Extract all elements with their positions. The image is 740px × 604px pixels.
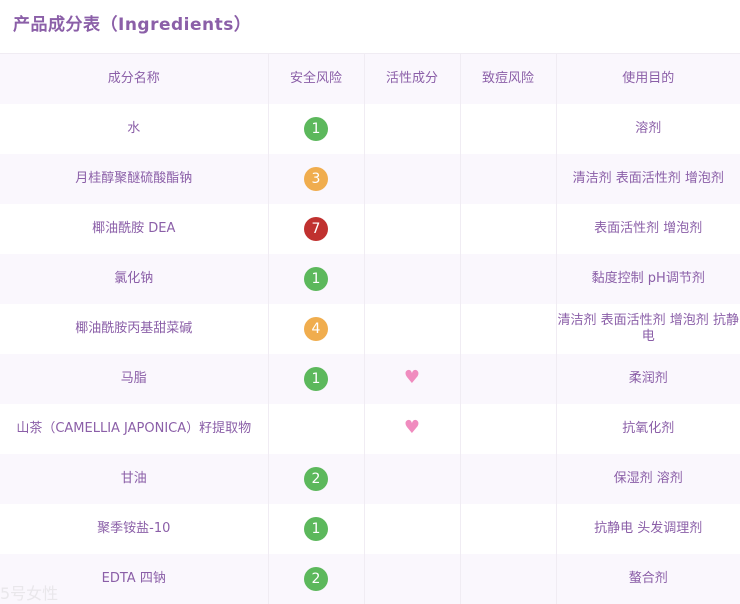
- table-row: 椰油酰胺丙基甜菜碱 4 清洁剂 表面活性剂 增泡剂 抗静电: [0, 303, 740, 354]
- acne-risk-cell: [460, 103, 557, 154]
- risk-badge: 1: [304, 266, 328, 291]
- ingredient-name[interactable]: 椰油酰胺 DEA: [0, 203, 269, 254]
- ingredient-name[interactable]: 氯化钠: [0, 253, 269, 304]
- acne-risk-cell: [460, 503, 557, 554]
- heart-icon: ♥: [403, 366, 421, 388]
- active-cell: [364, 253, 461, 304]
- purpose-cell: 清洁剂 表面活性剂 增泡剂: [572, 170, 724, 186]
- purpose-cell: 清洁剂 表面活性剂 增泡剂 抗静电: [557, 312, 739, 344]
- table-row: 月桂醇聚醚硫酸酯钠 3 清洁剂 表面活性剂 增泡剂: [0, 153, 740, 204]
- active-cell: [364, 553, 461, 604]
- ingredient-name[interactable]: 山茶（CAMELLIA JAPONICA）籽提取物: [0, 403, 269, 454]
- safety-risk-cell: 1: [268, 353, 365, 404]
- risk-badge: 3: [304, 166, 328, 191]
- page-title: 产品成分表（Ingredients）: [13, 15, 252, 35]
- acne-risk-cell: [460, 253, 557, 304]
- col-purpose: 使用目的: [622, 70, 675, 86]
- table-row: 椰油酰胺 DEA 7 表面活性剂 增泡剂: [0, 203, 740, 254]
- purpose-cell: 抗静电 头发调理剂: [594, 520, 703, 536]
- table-row: 氯化钠 1 黏度控制 pH调节剂: [0, 253, 740, 304]
- ingredients-table: 成分名称 安全风险 活性成分 致痘风险 使用目的 水 1 溶剂 月桂醇聚醚硫酸酯钠…: [0, 53, 740, 604]
- safety-risk-cell: 4: [268, 303, 365, 354]
- risk-badge: 7: [304, 216, 328, 241]
- ingredient-name[interactable]: 聚季铵盐-10: [0, 503, 269, 554]
- active-cell: [364, 103, 461, 154]
- col-safety-risk: 安全风险: [268, 53, 365, 104]
- safety-risk-cell: 2: [268, 453, 365, 504]
- safety-risk-cell: 1: [268, 103, 365, 154]
- safety-risk-cell: 2: [268, 553, 365, 604]
- ingredient-name[interactable]: 月桂醇聚醚硫酸酯钠: [0, 153, 269, 204]
- safety-risk-cell: 1: [268, 503, 365, 554]
- acne-risk-cell: [460, 453, 557, 504]
- acne-risk-cell: [460, 403, 557, 454]
- watermark: 5号女性: [0, 584, 59, 603]
- safety-risk-cell: 3: [268, 153, 365, 204]
- acne-risk-cell: [460, 353, 557, 404]
- safety-risk-cell: 1: [268, 253, 365, 304]
- purpose-cell: 抗氧化剂: [622, 420, 675, 436]
- purpose-cell: 螯合剂: [628, 570, 668, 586]
- acne-risk-cell: [460, 303, 557, 354]
- risk-badge: 4: [304, 316, 328, 341]
- col-name: 成分名称: [0, 53, 269, 104]
- safety-risk-cell: [268, 403, 365, 454]
- purpose-cell: 表面活性剂 增泡剂: [594, 220, 703, 236]
- table-row: 水 1 溶剂: [0, 103, 740, 154]
- ingredient-name[interactable]: 水: [0, 103, 269, 154]
- active-cell: [364, 453, 461, 504]
- table-row: 马脂 1 ♥ 柔润剂: [0, 353, 740, 404]
- acne-risk-cell: [460, 203, 557, 254]
- active-cell: [364, 203, 461, 254]
- risk-badge: 2: [304, 566, 328, 591]
- risk-badge: 2: [304, 466, 328, 491]
- col-active: 活性成分: [364, 53, 461, 104]
- purpose-cell: 溶剂: [635, 120, 662, 136]
- table-row: 山茶（CAMELLIA JAPONICA）籽提取物 ♥ 抗氧化剂: [0, 403, 740, 454]
- purpose-cell: 黏度控制 pH调节剂: [591, 270, 705, 286]
- active-cell: ♥: [364, 403, 461, 454]
- purpose-cell: 保湿剂 溶剂: [613, 470, 683, 486]
- ingredient-name[interactable]: 甘油: [0, 453, 269, 504]
- table-row: 甘油 2 保湿剂 溶剂: [0, 453, 740, 504]
- risk-badge: 1: [304, 366, 328, 391]
- risk-badge: 1: [304, 516, 328, 541]
- ingredient-name[interactable]: 椰油酰胺丙基甜菜碱: [0, 303, 269, 354]
- purpose-cell: 柔润剂: [628, 370, 668, 386]
- active-cell: [364, 303, 461, 354]
- acne-risk-cell: [460, 553, 557, 604]
- table-header: 成分名称 安全风险 活性成分 致痘风险 使用目的: [0, 53, 740, 104]
- ingredient-name[interactable]: EDTA 四钠: [0, 553, 269, 604]
- active-cell: ♥: [364, 353, 461, 404]
- safety-risk-cell: 7: [268, 203, 365, 254]
- table-row: 聚季铵盐-10 1 抗静电 头发调理剂: [0, 503, 740, 554]
- risk-badge: 1: [304, 116, 328, 141]
- active-cell: [364, 153, 461, 204]
- table-row: EDTA 四钠 2 螯合剂: [0, 553, 740, 604]
- acne-risk-cell: [460, 153, 557, 204]
- ingredient-name[interactable]: 马脂: [0, 353, 269, 404]
- heart-icon: ♥: [403, 416, 421, 438]
- col-acne-risk: 致痘风险: [460, 53, 557, 104]
- active-cell: [364, 503, 461, 554]
